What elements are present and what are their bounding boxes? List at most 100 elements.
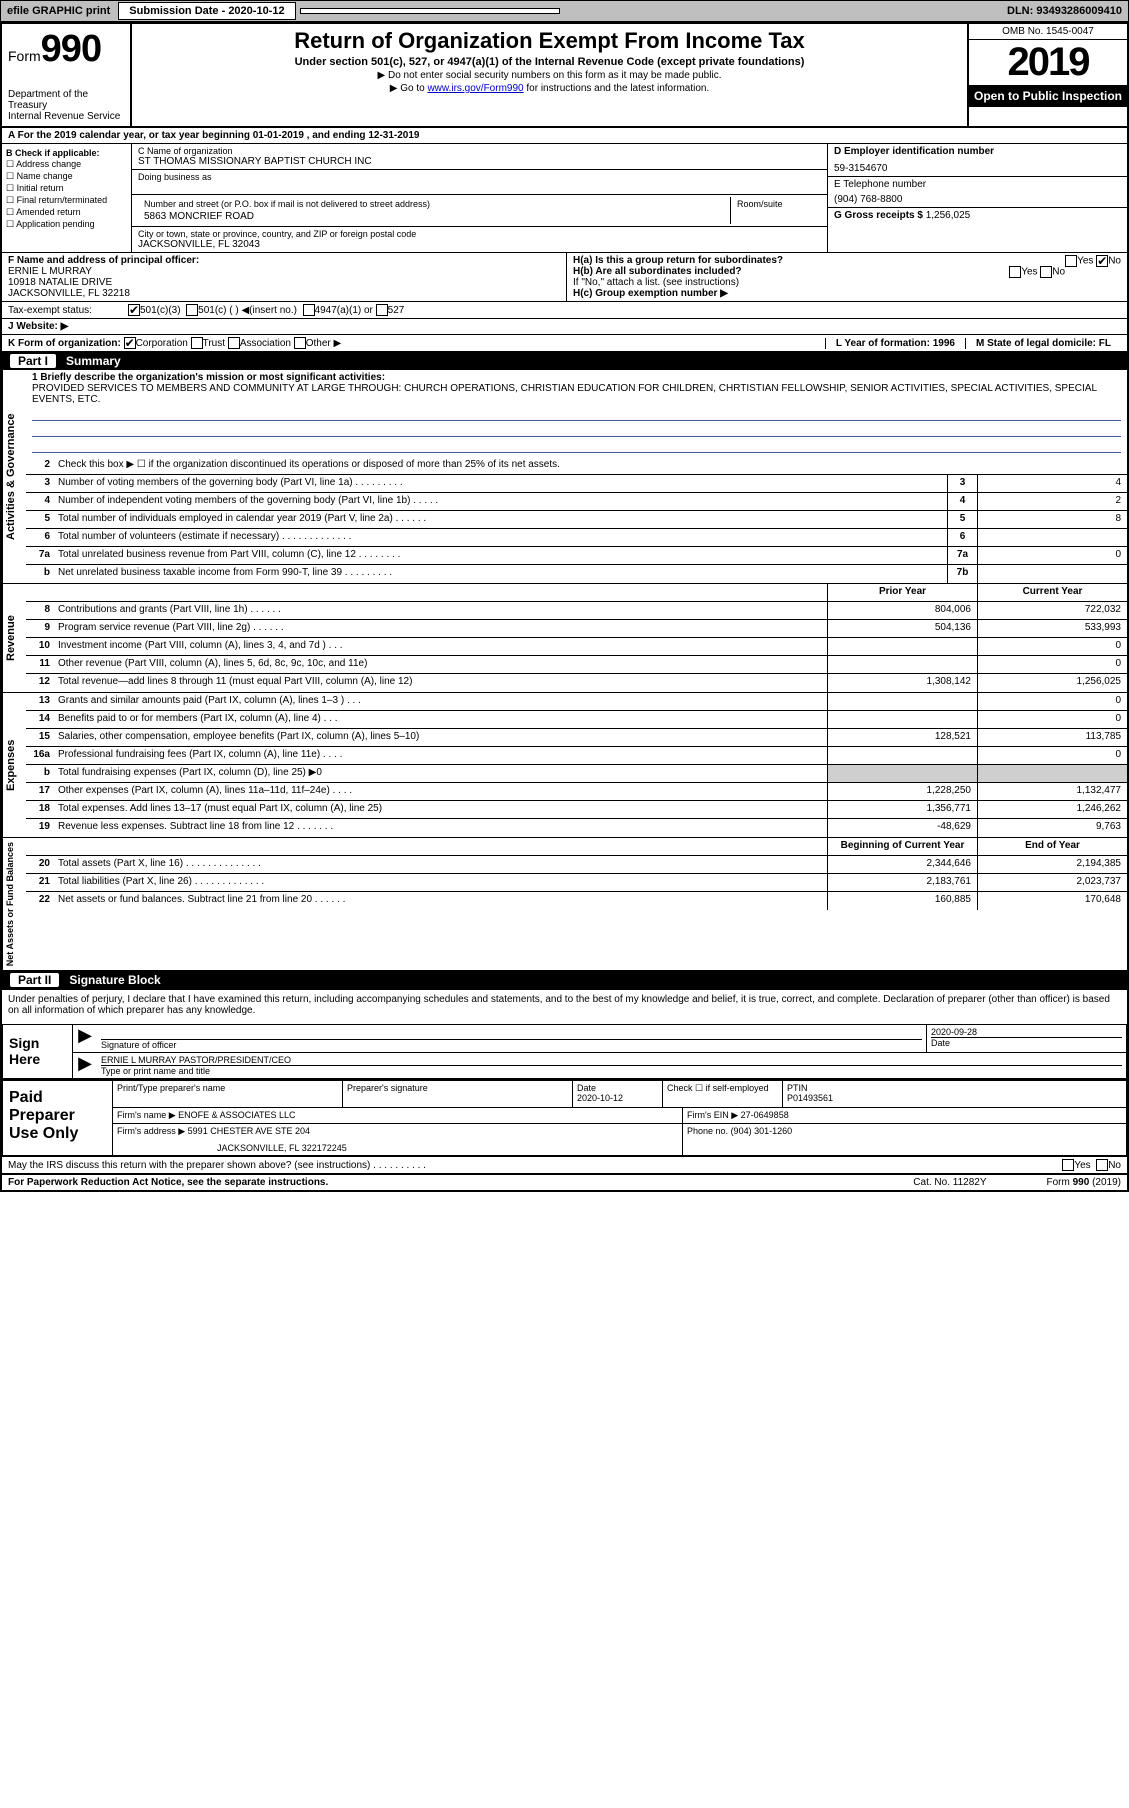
form-header: Form990 Department of the Treasury Inter… — [2, 24, 1127, 128]
ha-no-checkbox[interactable] — [1096, 255, 1108, 267]
hc-row: H(c) Group exemption number ▶ — [573, 288, 1121, 299]
penalties-statement: Under penalties of perjury, I declare th… — [2, 989, 1127, 1020]
discuss-no-checkbox[interactable] — [1096, 1159, 1108, 1171]
discuss-question: May the IRS discuss this return with the… — [8, 1160, 426, 1171]
city-row: City or town, state or province, country… — [132, 227, 827, 252]
preparer-row-1: Print/Type preparer's name Preparer's si… — [113, 1081, 1126, 1108]
ha-yes-checkbox[interactable] — [1065, 255, 1077, 267]
exp-row-14: 14Benefits paid to or for members (Part … — [26, 711, 1127, 729]
header-center: Return of Organization Exempt From Incom… — [132, 24, 967, 126]
phone-label: Phone no. — [687, 1126, 728, 1136]
chk-501c-other[interactable] — [186, 304, 198, 316]
k-label: K Form of organization: — [8, 338, 121, 349]
net-row-21: 21Total liabilities (Part X, line 26) . … — [26, 874, 1127, 892]
net-assets-section: Net Assets or Fund Balances Beginning of… — [2, 838, 1127, 971]
chk-trust[interactable] — [191, 337, 203, 349]
street-address: 5863 MONCRIEF ROAD — [138, 211, 730, 224]
mission-line — [32, 423, 1121, 437]
column-header-row: Prior Year Current Year — [26, 584, 1127, 602]
efile-label[interactable]: efile GRAPHIC print — [1, 5, 116, 17]
rev-row-10: 10Investment income (Part VIII, column (… — [26, 638, 1127, 656]
gross-receipts-cell: G Gross receipts $ 1,256,025 — [828, 208, 1127, 223]
hb-yes-checkbox[interactable] — [1009, 266, 1021, 278]
discuss-yes-label: Yes — [1074, 1160, 1090, 1171]
gross-label: G Gross receipts $ — [834, 210, 923, 221]
officer-typed-name: ERNIE L MURRAY PASTOR/PRESIDENT/CEO — [101, 1055, 1122, 1065]
part-1-num: Part I — [10, 354, 56, 368]
type-name-row: ▶ ERNIE L MURRAY PASTOR/PRESIDENT/CEO Ty… — [73, 1053, 1126, 1078]
submission-date-button[interactable]: Submission Date - 2020-10-12 — [118, 2, 295, 20]
sign-here-label: Sign Here — [3, 1025, 73, 1078]
form-word: Form — [8, 48, 41, 64]
gov-row-3: 3Number of voting members of the governi… — [26, 475, 1127, 493]
tax-year: 2019 — [969, 40, 1127, 85]
tax-exempt-status-row: Tax-exempt status: 501(c)(3) 501(c) ( ) … — [2, 302, 1127, 319]
net-header-row: Beginning of Current Year End of Year — [26, 838, 1127, 856]
type-name-label: Type or print name and title — [101, 1065, 1122, 1076]
527-label: 527 — [388, 305, 405, 316]
telephone-cell: E Telephone number (904) 768-8800 — [828, 177, 1127, 208]
chk-initial-return[interactable]: ☐ Initial return — [6, 183, 127, 194]
chk-527[interactable] — [376, 304, 388, 316]
chk-amended-return[interactable]: ☐ Amended return — [6, 207, 127, 218]
firm-ein-label: Firm's EIN ▶ — [687, 1110, 738, 1120]
exp-row-b: bTotal fundraising expenses (Part IX, co… — [26, 765, 1127, 783]
current-year-header: Current Year — [977, 584, 1127, 601]
f-label: F Name and address of principal officer: — [8, 255, 560, 266]
discuss-yes-checkbox[interactable] — [1062, 1159, 1074, 1171]
tel-value: (904) 768-8800 — [834, 194, 1121, 205]
website-label: J Website: ▶ — [8, 321, 68, 332]
net-row-22: 22Net assets or fund balances. Subtract … — [26, 892, 1127, 910]
signature-row: ▶ Signature of officer 2020-09-28 Date — [73, 1025, 1126, 1053]
blank-button[interactable] — [300, 8, 560, 14]
officer-addr2: JACKSONVILLE, FL 32218 — [8, 288, 560, 299]
firm-name: ENOFE & ASSOCIATES LLC — [178, 1110, 295, 1120]
irs-link[interactable]: www.irs.gov/Form990 — [427, 83, 523, 94]
rev-row-11: 11Other revenue (Part VIII, column (A), … — [26, 656, 1127, 674]
gross-value: 1,256,025 — [926, 210, 971, 221]
phone-value: (904) 301-1260 — [731, 1126, 793, 1136]
gov-row-4: 4Number of independent voting members of… — [26, 493, 1127, 511]
form-note-ssn: ▶ Do not enter social security numbers o… — [142, 70, 957, 81]
room-suite-label: Room/suite — [731, 197, 821, 224]
chk-501c3[interactable] — [128, 304, 140, 316]
chk-association[interactable] — [228, 337, 240, 349]
chk-final-return[interactable]: ☐ Final return/terminated — [6, 195, 127, 206]
mission-block: 1 Briefly describe the organization's mi… — [26, 370, 1127, 457]
chk-name-change[interactable]: ☐ Name change — [6, 171, 127, 182]
discuss-row: May the IRS discuss this return with the… — [2, 1156, 1127, 1173]
dba-label: Doing business as — [138, 172, 821, 182]
expenses-section: Expenses 13Grants and similar amounts pa… — [2, 693, 1127, 838]
dln-label: DLN: 93493286009410 — [1001, 5, 1128, 17]
self-employed-check[interactable]: Check ☐ if self-employed — [663, 1081, 783, 1107]
form-subtitle: Under section 501(c), 527, or 4947(a)(1)… — [142, 56, 957, 68]
ein-cell: D Employer identification number 59-3154… — [828, 144, 1127, 177]
501c-other-label: 501(c) ( ) ◀(insert no.) — [198, 305, 297, 316]
cat-no: Cat. No. 11282Y — [913, 1177, 986, 1188]
org-name-label: C Name of organization — [138, 146, 821, 156]
hb-no-checkbox[interactable] — [1040, 266, 1052, 278]
chk-address-change[interactable]: ☐ Address change — [6, 159, 127, 170]
address-row: Number and street (or P.O. box if mail i… — [132, 195, 827, 227]
activities-governance-section: Activities & Governance 1 Briefly descri… — [2, 370, 1127, 584]
gov-row-7a: 7aTotal unrelated business revenue from … — [26, 547, 1127, 565]
rev-row-9: 9Program service revenue (Part VIII, lin… — [26, 620, 1127, 638]
chk-corporation[interactable] — [124, 337, 136, 349]
chk-application-pending[interactable]: ☐ Application pending — [6, 219, 127, 230]
h-note: If "No," attach a list. (see instruction… — [573, 277, 1121, 288]
mission-line — [32, 407, 1121, 421]
part-1-header: Part I Summary — [2, 352, 1127, 370]
addr-label: Number and street (or P.O. box if mail i… — [138, 197, 730, 211]
officer-addr1: 10918 NATALIE DRIVE — [8, 277, 560, 288]
tel-label: E Telephone number — [834, 179, 1121, 190]
firm-addr-label: Firm's address ▶ — [117, 1126, 185, 1136]
mission-line — [32, 439, 1121, 453]
chk-other[interactable] — [294, 337, 306, 349]
firm-ein: 27-0649858 — [741, 1110, 789, 1120]
print-name-label: Print/Type preparer's name — [117, 1083, 338, 1093]
mission-label: 1 Briefly describe the organization's mi… — [32, 372, 1121, 383]
prep-date: 2020-10-12 — [577, 1093, 658, 1103]
chk-4947a1[interactable] — [303, 304, 315, 316]
other-label: Other ▶ — [306, 338, 341, 349]
part-2-num: Part II — [10, 973, 59, 987]
